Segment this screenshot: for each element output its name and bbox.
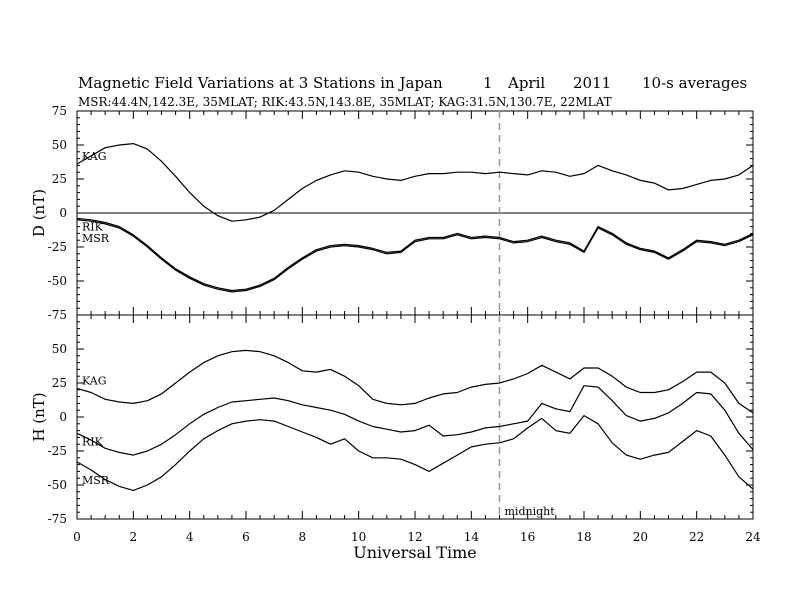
x-tick-label: 4 bbox=[186, 530, 194, 544]
x-tick-label: 0 bbox=[73, 530, 81, 544]
panel-1-ytick-label: 0 bbox=[59, 206, 67, 220]
x-tick-label: 18 bbox=[576, 530, 591, 544]
x-tick-label: 14 bbox=[464, 530, 480, 544]
panel-2-ytick-label: -75 bbox=[48, 512, 67, 526]
chart-averaging: 10-s averages bbox=[642, 74, 747, 92]
x-tick-label: 8 bbox=[299, 530, 307, 544]
panel-2-series-msr-label: MSR bbox=[82, 474, 110, 487]
panel-1-y-axis-label: D (nT) bbox=[30, 189, 48, 237]
panel-2-ytick-label: -50 bbox=[48, 478, 67, 492]
chart-date-day: 1 bbox=[483, 74, 493, 92]
panel-1-series-kag-line bbox=[76, 143, 754, 222]
panel-1-series-msr-label: MSR bbox=[82, 232, 110, 245]
panel-1-ytick-label: 25 bbox=[52, 172, 67, 186]
panel-1-series-rik-line bbox=[76, 217, 754, 292]
x-tick-label: 10 bbox=[351, 530, 366, 544]
chart-date-month: April bbox=[507, 74, 545, 92]
panel-1-series-msr-line bbox=[76, 219, 754, 293]
panel-2-series-rik-line bbox=[76, 385, 754, 456]
x-axis-label: Universal Time bbox=[353, 543, 476, 562]
panel-2-ytick-label: -25 bbox=[48, 444, 67, 458]
midnight-label: midnight bbox=[505, 505, 556, 518]
panel-2-series-kag-line bbox=[76, 349, 754, 414]
panel-1-ytick-label: 75 bbox=[52, 104, 67, 118]
x-tick-label: 20 bbox=[633, 530, 648, 544]
x-tick-label: 2 bbox=[130, 530, 138, 544]
panel-2-series-kag-label: KAG bbox=[82, 374, 107, 387]
chart-title: Magnetic Field Variations at 3 Stations … bbox=[78, 74, 443, 92]
panel-1-ytick-label: -75 bbox=[48, 308, 67, 322]
panel-2-y-axis-label: H (nT) bbox=[30, 392, 48, 441]
chart-date-year: 2011 bbox=[573, 74, 611, 92]
panel-2-frame bbox=[76, 314, 754, 520]
panel-2-ytick-label: 50 bbox=[52, 342, 67, 356]
x-tick-label: 22 bbox=[689, 530, 704, 544]
panel-1-series-kag-label: KAG bbox=[82, 150, 107, 163]
panel-2-series-msr-line bbox=[76, 415, 754, 491]
panel-1-ytick-label: 50 bbox=[52, 138, 67, 152]
panel-2-series-rik-label: RIK bbox=[82, 435, 104, 448]
x-tick-label: 12 bbox=[407, 530, 422, 544]
panel-1-ytick-label: -50 bbox=[48, 274, 67, 288]
x-tick-label: 6 bbox=[242, 530, 250, 544]
x-tick-label: 24 bbox=[745, 530, 761, 544]
x-tick-label: 16 bbox=[520, 530, 535, 544]
panel-2-ytick-label: 25 bbox=[52, 376, 67, 390]
panel-1-ytick-label: -25 bbox=[48, 240, 67, 254]
chart-subtitle-stations: MSR:44.4N,142.3E, 35MLAT; RIK:43.5N,143.… bbox=[78, 95, 612, 109]
panel-1-series-rik-label: RIK bbox=[82, 220, 104, 233]
panel-2-ytick-label: 0 bbox=[59, 410, 67, 424]
chart-titles: Magnetic Field Variations at 3 Stations … bbox=[78, 74, 747, 109]
